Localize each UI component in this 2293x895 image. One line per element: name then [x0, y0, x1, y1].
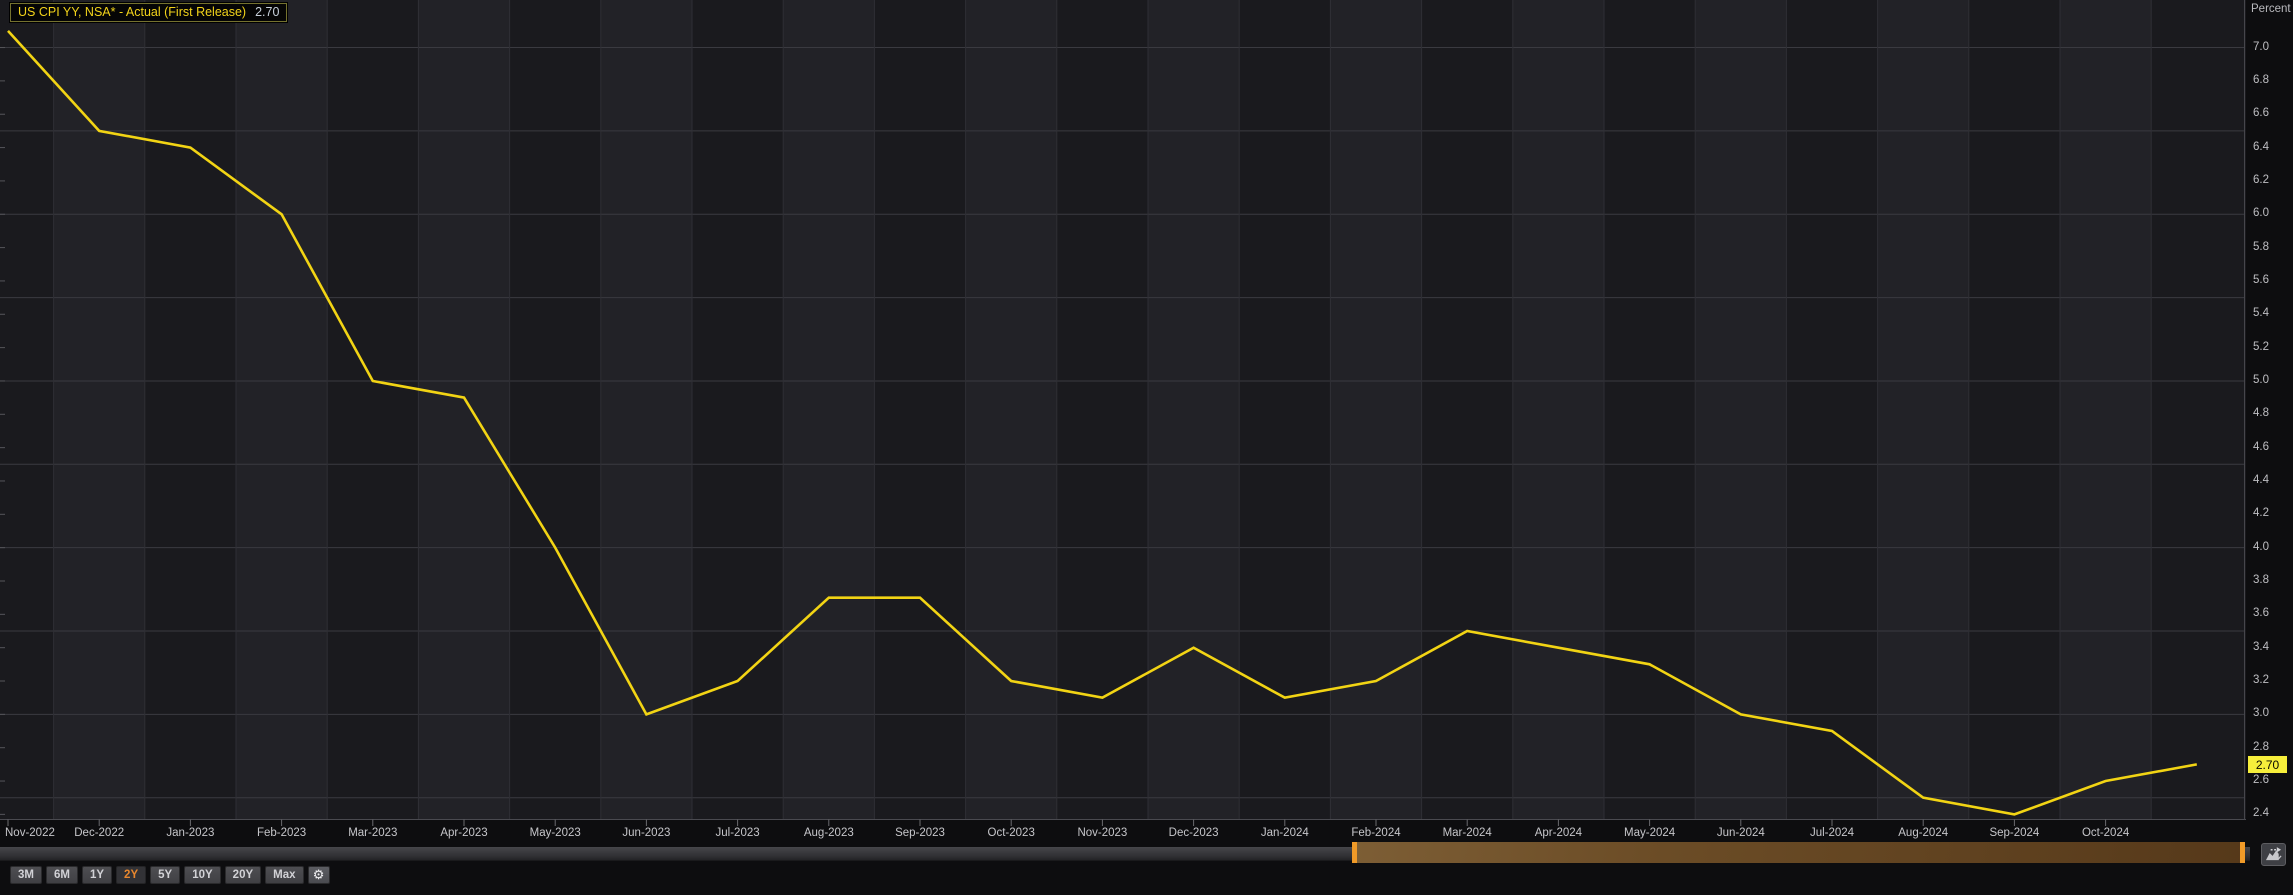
month-column-band [1148, 0, 1240, 820]
cpi-data-line [7, 30, 2198, 816]
y-axis-tick-label: 5.4 [2253, 307, 2269, 320]
month-column-band [1604, 0, 1696, 820]
y-axis-tick-label: 5.6 [2253, 273, 2269, 286]
month-column-band [1056, 0, 1148, 820]
scrollbar-left-handle[interactable] [1352, 842, 1357, 863]
y-axis-tick-label: 3.0 [2253, 707, 2269, 720]
range-toolbar: 3M 6M 1Y 2Y 5Y 10Y 20Y Max ⚙ [10, 866, 330, 884]
history-scrollbar-selection[interactable] [1352, 842, 2242, 863]
last-value-badge: 2.70 [2248, 756, 2287, 773]
month-column-band [965, 0, 1057, 820]
y-axis-tick-label: 6.4 [2253, 140, 2269, 153]
x-axis-tick-label: Jun-2024 [1716, 827, 1765, 839]
y-axis-tick-label: 5.0 [2253, 373, 2269, 386]
y-axis-tick-label: 5.2 [2253, 340, 2269, 353]
x-axis-tick-label: Sep-2023 [895, 827, 945, 839]
series-legend-label: US CPI YY, NSA* - Actual (First Release) [18, 5, 247, 19]
month-column-band [1330, 0, 1422, 820]
month-column-band [1786, 0, 1878, 820]
y-axis-line [2244, 0, 2245, 820]
month-column-band [327, 0, 419, 820]
y-axis-tick-label: 7.0 [2253, 40, 2269, 53]
y-axis-tick-label: 5.8 [2253, 240, 2269, 253]
month-column-band [53, 0, 145, 820]
x-axis-tick-label: Mar-2024 [1442, 827, 1492, 839]
x-axis-tick-label: Feb-2024 [1351, 827, 1401, 839]
x-axis-tick-label: Nov-2022 [5, 827, 55, 839]
y-axis-unit-label: Percent [2251, 3, 2291, 15]
y-axis-tick-label: 6.2 [2253, 173, 2269, 186]
range-button-max[interactable]: Max [265, 866, 304, 884]
y-axis-tick-label: 3.4 [2253, 640, 2269, 653]
x-axis-tick-label: Apr-2023 [440, 827, 488, 839]
month-column-band [509, 0, 601, 820]
full-history-button[interactable] [2261, 843, 2286, 866]
month-column-band [1512, 0, 1604, 820]
range-button-1y[interactable]: 1Y [81, 866, 113, 884]
y-axis-tick-label: 4.4 [2253, 473, 2269, 486]
x-axis-tick-label: Aug-2023 [803, 827, 854, 839]
y-axis-tick-label: 3.8 [2253, 573, 2269, 586]
x-axis-tick-label: Dec-2022 [74, 827, 125, 839]
range-button-5y[interactable]: 5Y [150, 866, 181, 884]
x-axis-tick-label: Jul-2024 [1809, 827, 1855, 839]
x-axis-tick-label: Sep-2024 [1989, 827, 2040, 839]
x-axis-tick-label: Aug-2024 [1898, 827, 1949, 839]
month-column-band [2060, 0, 2152, 820]
y-axis-tick-label: 4.2 [2253, 507, 2269, 520]
y-axis-tick-label: 2.8 [2253, 740, 2269, 753]
x-axis-tick-label: Jul-2023 [715, 827, 760, 839]
range-button-2y[interactable]: 2Y [116, 866, 147, 884]
settings-gear-button[interactable]: ⚙ [307, 866, 330, 884]
month-column-band [0, 0, 54, 820]
x-axis-tick-label: Jun-2023 [622, 827, 671, 839]
x-axis-tick-label: Oct-2024 [2081, 827, 2130, 839]
y-axis-tick-label: 2.4 [2253, 807, 2269, 820]
y-axis-tick-label: 4.6 [2253, 440, 2269, 453]
y-axis-tick-label: 4.0 [2253, 540, 2269, 553]
y-axis-tick-label: 6.8 [2253, 73, 2269, 86]
month-column-band [1239, 0, 1331, 820]
month-column-band [783, 0, 875, 820]
price-chart-canvas[interactable] [0, 0, 2246, 830]
x-axis-tick-label: May-2024 [1624, 827, 1676, 839]
y-axis-tick-label: 6.6 [2253, 107, 2269, 120]
range-button-3m[interactable]: 3M [10, 866, 42, 884]
y-axis-tick-label: 6.0 [2253, 207, 2269, 220]
y-axis-tick-label: 3.2 [2253, 674, 2269, 686]
month-column-band [1877, 0, 1969, 820]
x-axis-tick-label: Nov-2023 [1077, 827, 1128, 839]
month-column-band [1968, 0, 2060, 820]
x-axis-tick-label: May-2023 [529, 827, 581, 839]
x-axis-tick-label: Mar-2023 [348, 827, 398, 839]
full-history-icon [2265, 847, 2282, 861]
range-button-6m[interactable]: 6M [45, 866, 78, 884]
y-axis-tick-label: 4.8 [2253, 407, 2269, 420]
x-axis-tick-label: Jan-2023 [166, 827, 215, 839]
x-axis-tick-label: Apr-2024 [1534, 827, 1583, 839]
month-column-band [874, 0, 966, 820]
month-column-band [144, 0, 236, 820]
month-column-band [236, 0, 328, 820]
series-legend-value: 2.70 [255, 5, 280, 19]
x-axis-tick-label: Oct-2023 [987, 827, 1035, 839]
y-axis-tick-label: 3.6 [2253, 607, 2269, 620]
gear-icon: ⚙ [312, 867, 325, 882]
y-axis-tick-label: 2.6 [2253, 774, 2269, 787]
range-button-10y[interactable]: 10Y [184, 866, 221, 884]
scrollbar-right-handle[interactable] [2240, 842, 2245, 863]
month-column-band [692, 0, 784, 820]
series-legend[interactable]: US CPI YY, NSA* - Actual (First Release)… [8, 2, 289, 23]
x-axis-tick-label: Jan-2024 [1260, 827, 1309, 839]
x-axis-tick-label: Feb-2023 [256, 827, 307, 839]
month-column-band [1695, 0, 1787, 820]
month-column-band [1421, 0, 1513, 820]
x-axis-tick-label: Dec-2023 [1168, 827, 1219, 839]
range-button-20y[interactable]: 20Y [224, 866, 262, 884]
month-column-band [2151, 0, 2246, 820]
month-column-band [600, 0, 692, 820]
month-column-band [418, 0, 510, 820]
